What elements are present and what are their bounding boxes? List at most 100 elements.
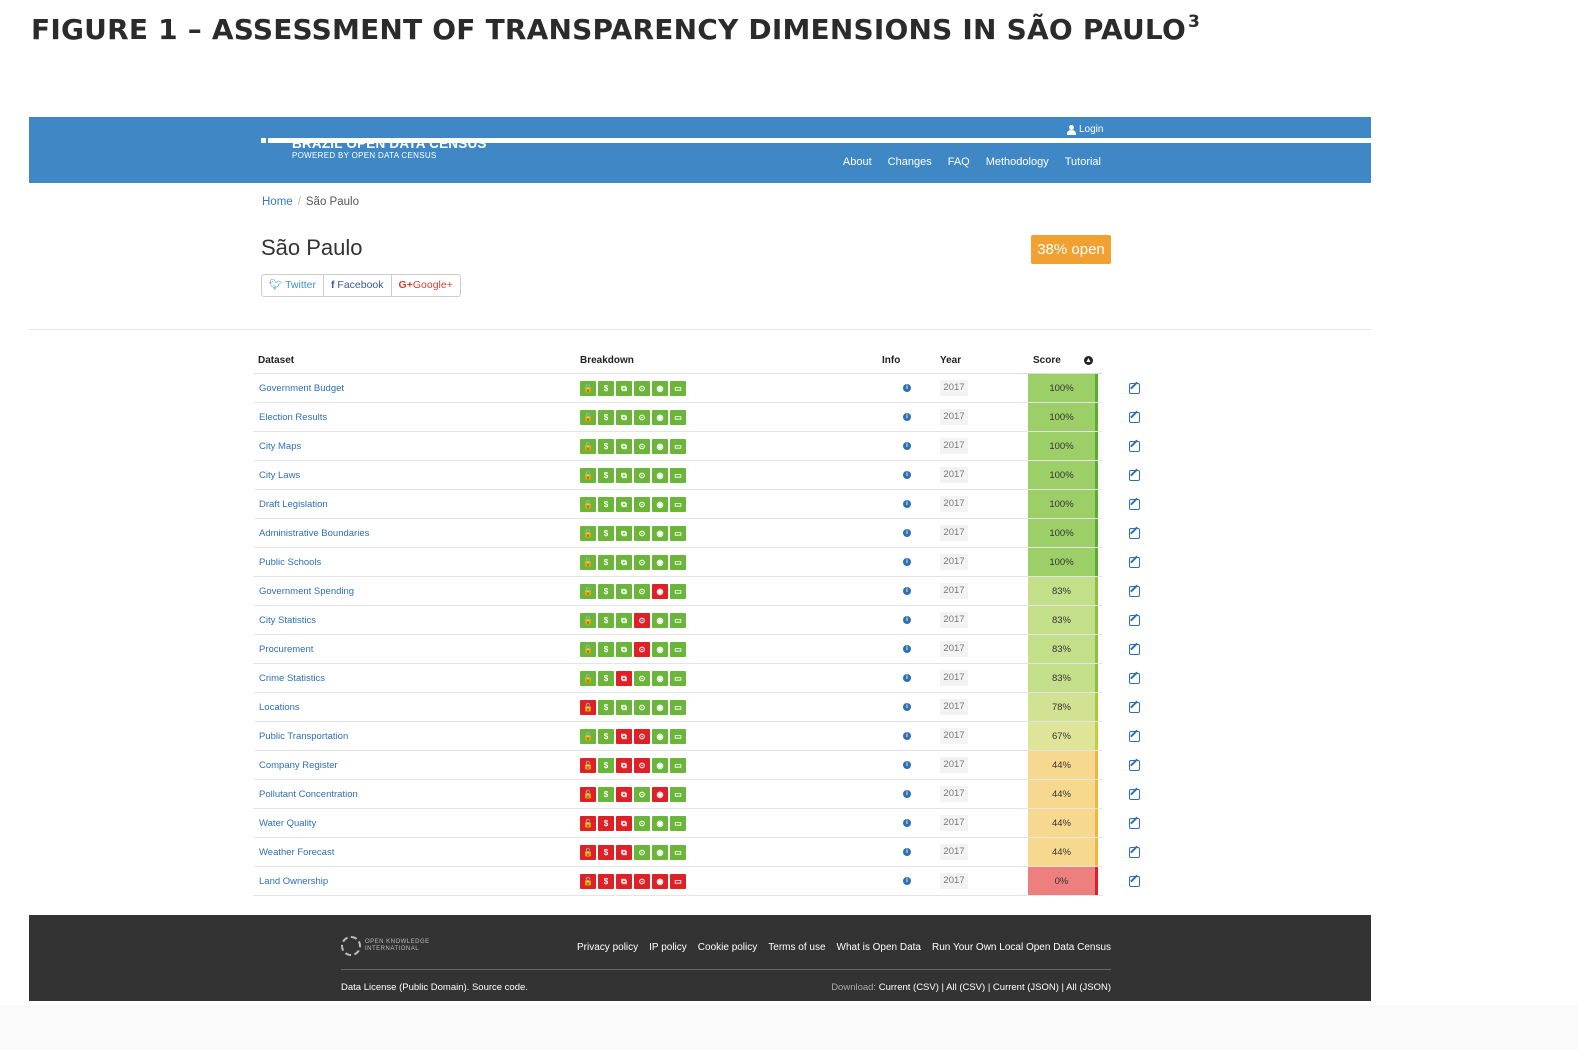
edit-icon[interactable] (1129, 731, 1140, 742)
edit-icon[interactable] (1129, 847, 1140, 858)
breadcrumb-home[interactable]: Home (262, 196, 293, 208)
info-icon[interactable]: i (903, 761, 911, 769)
dataset-link[interactable]: Public Transportation (259, 731, 349, 742)
clock-icon[interactable]: ⊙ (634, 439, 650, 454)
edit-icon[interactable] (1129, 818, 1140, 829)
dataset-link[interactable]: Weather Forecast (259, 847, 335, 858)
nav-faq[interactable]: FAQ (947, 156, 970, 168)
lock-icon[interactable]: 🔓 (580, 874, 596, 889)
clock-icon[interactable]: ⊙ (634, 381, 650, 396)
clock-icon[interactable]: ⊙ (634, 642, 650, 657)
copy-icon[interactable]: ⧉ (616, 439, 632, 454)
copy-icon[interactable]: ⧉ (616, 526, 632, 541)
edit-icon[interactable] (1129, 760, 1140, 771)
eye-icon[interactable]: ◉ (652, 410, 668, 425)
info-icon[interactable]: i (903, 645, 911, 653)
edit-icon[interactable] (1129, 499, 1140, 510)
nav-about[interactable]: About (842, 156, 872, 168)
dollar-icon[interactable]: $ (598, 584, 614, 599)
dollar-icon[interactable]: $ (598, 816, 614, 831)
info-icon[interactable]: i (903, 674, 911, 682)
edit-icon[interactable] (1129, 586, 1140, 597)
copy-icon[interactable]: ⧉ (616, 468, 632, 483)
eye-icon[interactable]: ◉ (652, 816, 668, 831)
dollar-icon[interactable]: $ (598, 700, 614, 715)
card-icon[interactable]: ▭ (670, 468, 686, 483)
card-icon[interactable]: ▭ (670, 526, 686, 541)
col-score[interactable]: Score (1033, 355, 1061, 366)
clock-icon[interactable]: ⊙ (634, 555, 650, 570)
info-icon[interactable]: i (903, 790, 911, 798)
dollar-icon[interactable]: $ (598, 874, 614, 889)
clock-icon[interactable]: ⊙ (634, 526, 650, 541)
card-icon[interactable]: ▭ (670, 642, 686, 657)
lock-icon[interactable]: 🔓 (580, 439, 596, 454)
copy-icon[interactable]: ⧉ (616, 381, 632, 396)
eye-icon[interactable]: ◉ (652, 874, 668, 889)
info-icon[interactable]: i (903, 732, 911, 740)
card-icon[interactable]: ▭ (670, 584, 686, 599)
dataset-link[interactable]: Government Spending (259, 586, 355, 597)
dollar-icon[interactable]: $ (598, 497, 614, 512)
share-google-button[interactable]: G+Google+ (392, 275, 460, 296)
dollar-icon[interactable]: $ (598, 845, 614, 860)
footer-license[interactable]: Data License (Public Domain). Source cod… (341, 982, 528, 993)
copy-icon[interactable]: ⧉ (616, 874, 632, 889)
lock-icon[interactable]: 🔓 (580, 729, 596, 744)
lock-icon[interactable]: 🔓 (580, 381, 596, 396)
info-icon[interactable]: i (903, 703, 911, 711)
clock-icon[interactable]: ⊙ (634, 410, 650, 425)
dollar-icon[interactable]: $ (598, 729, 614, 744)
edit-icon[interactable] (1129, 644, 1140, 655)
dataset-link[interactable]: Procurement (259, 644, 314, 655)
dollar-icon[interactable]: $ (598, 381, 614, 396)
info-icon[interactable]: i (903, 471, 911, 479)
copy-icon[interactable]: ⧉ (616, 584, 632, 599)
dollar-icon[interactable]: $ (598, 410, 614, 425)
dollar-icon[interactable]: $ (598, 787, 614, 802)
dataset-link[interactable]: Public Schools (259, 557, 322, 568)
edit-icon[interactable] (1129, 412, 1140, 423)
eye-icon[interactable]: ◉ (652, 526, 668, 541)
dollar-icon[interactable]: $ (598, 758, 614, 773)
dataset-link[interactable]: Government Budget (259, 383, 345, 394)
eye-icon[interactable]: ◉ (652, 613, 668, 628)
edit-icon[interactable] (1129, 383, 1140, 394)
col-year[interactable]: Year (940, 355, 962, 366)
brand-logo[interactable]: BRAZIL OPEN DATA CENSUS POWERED BY OPEN … (261, 137, 1578, 161)
dollar-icon[interactable]: $ (598, 642, 614, 657)
info-icon[interactable]: i (903, 529, 911, 537)
edit-icon[interactable] (1129, 702, 1140, 713)
dollar-icon[interactable]: $ (598, 555, 614, 570)
eye-icon[interactable]: ◉ (652, 439, 668, 454)
copy-icon[interactable]: ⧉ (616, 497, 632, 512)
clock-icon[interactable]: ⊙ (634, 787, 650, 802)
info-icon[interactable]: i (903, 616, 911, 624)
download-links[interactable]: Current (CSV) | All (CSV) | Current (JSO… (878, 982, 1111, 993)
dataset-link[interactable]: Election Results (259, 412, 328, 423)
edit-icon[interactable] (1129, 876, 1140, 887)
sort-icon[interactable]: ▲ (1084, 356, 1093, 365)
clock-icon[interactable]: ⊙ (634, 729, 650, 744)
card-icon[interactable]: ▭ (670, 381, 686, 396)
clock-icon[interactable]: ⊙ (634, 700, 650, 715)
copy-icon[interactable]: ⧉ (616, 758, 632, 773)
lock-icon[interactable]: 🔓 (580, 816, 596, 831)
info-icon[interactable]: i (903, 587, 911, 595)
dataset-link[interactable]: Land Ownership (259, 876, 329, 887)
edit-icon[interactable] (1129, 557, 1140, 568)
share-twitter-button[interactable]: 🐦︎ Twitter (262, 275, 324, 296)
card-icon[interactable]: ▭ (670, 613, 686, 628)
edit-icon[interactable] (1129, 789, 1140, 800)
card-icon[interactable]: ▭ (670, 729, 686, 744)
info-icon[interactable]: i (903, 848, 911, 856)
dollar-icon[interactable]: $ (598, 526, 614, 541)
card-icon[interactable]: ▭ (670, 700, 686, 715)
copy-icon[interactable]: ⧉ (616, 613, 632, 628)
dataset-link[interactable]: City Maps (259, 441, 302, 452)
dollar-icon[interactable]: $ (598, 671, 614, 686)
eye-icon[interactable]: ◉ (652, 758, 668, 773)
lock-icon[interactable]: 🔓 (580, 468, 596, 483)
lock-icon[interactable]: 🔓 (580, 642, 596, 657)
lock-icon[interactable]: 🔓 (580, 410, 596, 425)
